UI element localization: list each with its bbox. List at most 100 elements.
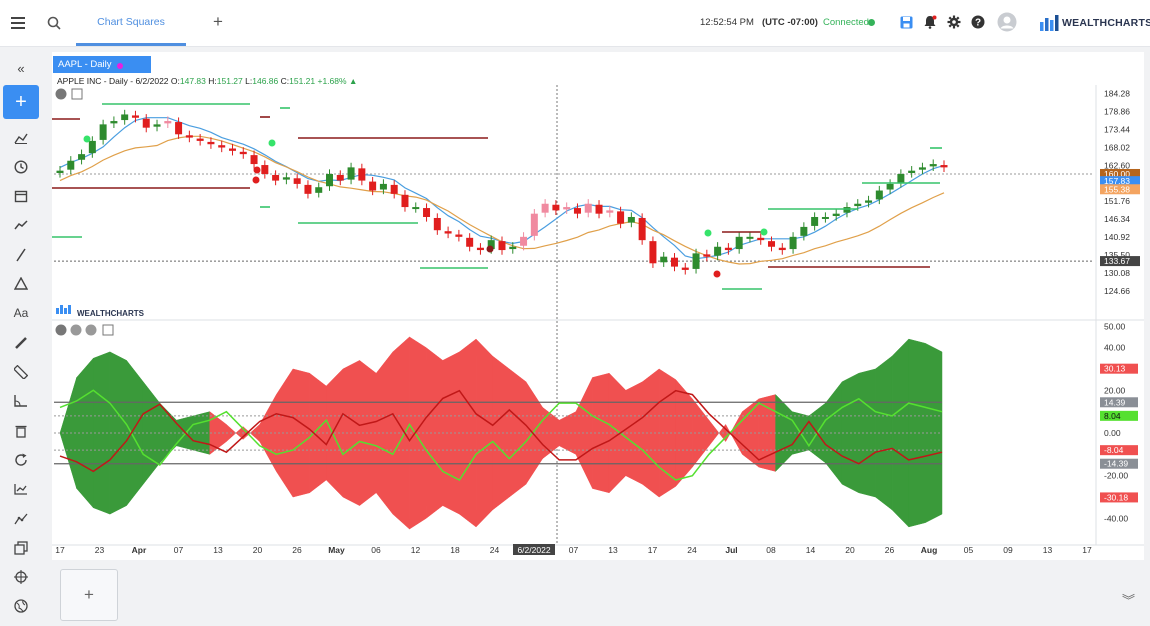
- candle-body: [293, 178, 301, 184]
- candle-body: [638, 217, 646, 241]
- osc-tick-label: -8.04: [1104, 445, 1124, 455]
- oscillator-envelope-segment: [925, 342, 943, 524]
- x-tick-label: 07: [174, 545, 184, 555]
- top-bar: Chart Squares + 12:52:54 PM (UTC -07:00)…: [0, 0, 1150, 47]
- candle-body: [379, 183, 387, 190]
- candle-body: [897, 173, 905, 183]
- calendar-icon[interactable]: [6, 184, 36, 208]
- x-tick-label: 13: [608, 545, 618, 555]
- candle-body: [412, 207, 420, 210]
- panel2-logo-icon: [64, 308, 67, 314]
- candle-body: [88, 140, 96, 154]
- x-tick-label: May: [328, 545, 345, 555]
- chevron-down-icon[interactable]: ︾: [1122, 593, 1136, 608]
- price-tick-label: 140.92: [1104, 232, 1130, 242]
- chart-area[interactable]: WEALTHCHARTS 184.28 178.86 173.44 168.02 162.…: [52, 52, 1144, 560]
- legend-close: 151.21: [289, 76, 316, 86]
- line-tool-icon[interactable]: [6, 243, 36, 267]
- add-symbol-button[interactable]: +: [3, 85, 39, 119]
- candle-body: [670, 257, 678, 267]
- candle-body: [552, 204, 560, 211]
- osc-label-box: [1100, 397, 1138, 408]
- legend-date: 6/2/2022: [135, 76, 169, 86]
- hide-panel-icon: [55, 324, 67, 336]
- collapse-icon[interactable]: «: [17, 60, 25, 76]
- help-icon[interactable]: ?: [969, 13, 987, 31]
- x-tick-label: 20: [845, 545, 855, 555]
- osc-label-box: [1100, 445, 1138, 456]
- panel2-logo-text: WEALTHCHARTS: [77, 309, 145, 318]
- crosshair-date-box: [513, 544, 555, 555]
- candle-body: [164, 121, 172, 124]
- text-tool-icon[interactable]: Aa: [13, 306, 29, 320]
- candle-body: [455, 234, 463, 237]
- candle-body: [99, 124, 107, 140]
- candle-body: [347, 167, 355, 180]
- add-tab-button[interactable]: +: [213, 12, 223, 31]
- symbol-color-dot-icon: [117, 63, 123, 69]
- price-tick-label: 184.28: [1104, 89, 1130, 99]
- tab-chart-squares[interactable]: Chart Squares: [76, 0, 186, 46]
- ruler-icon[interactable]: [6, 360, 36, 384]
- signal-dot: [83, 135, 91, 143]
- price-label-box: [1100, 184, 1140, 195]
- path-icon[interactable]: [6, 507, 36, 531]
- refresh-icon[interactable]: [6, 448, 36, 472]
- legend-interval: Daily: [108, 76, 128, 86]
- osc-tick-label: 14.39: [1104, 397, 1126, 407]
- user-avatar-icon[interactable]: [996, 11, 1018, 33]
- layers-icon[interactable]: [6, 536, 36, 560]
- legend-change: +1.68%: [317, 76, 347, 86]
- price-label-box: [1100, 168, 1140, 179]
- price-tick-label: 178.86: [1104, 107, 1130, 117]
- candle-body: [649, 241, 657, 264]
- panel-down-icon: [70, 324, 82, 336]
- crosshair-icon[interactable]: [6, 565, 36, 589]
- trend-icon[interactable]: [6, 213, 36, 237]
- candle-body: [627, 216, 635, 223]
- angle-icon[interactable]: [6, 389, 36, 413]
- candle-body: [595, 204, 603, 214]
- search-icon[interactable]: [44, 13, 64, 33]
- chart-canvas[interactable]: WEALTHCHARTS 184.28 178.86 173.44 168.02 162.…: [52, 52, 1144, 560]
- candle-body: [272, 174, 280, 181]
- price-legend: APPLE INC - Daily - 6/2/2022 O:147.83 H:…: [57, 76, 358, 86]
- x-tick-label: 24: [687, 545, 697, 555]
- trash-icon[interactable]: [6, 419, 36, 443]
- brand-name: WEALTHCHARTS: [1062, 17, 1150, 29]
- candle-body: [789, 236, 797, 250]
- menu-icon[interactable]: [8, 13, 28, 33]
- candle-body: [800, 226, 808, 236]
- connection-status: Connected: [823, 17, 869, 28]
- candle-body: [692, 253, 700, 269]
- x-tick-label: 12: [411, 545, 421, 555]
- x-tick-label: 23: [95, 545, 105, 555]
- chart-icon[interactable]: [6, 477, 36, 501]
- clock-icon[interactable]: [6, 155, 36, 179]
- candle-body: [865, 200, 873, 203]
- candle-body: [811, 216, 819, 226]
- signal-dot: [704, 229, 712, 237]
- pencil-icon[interactable]: [6, 331, 36, 355]
- x-tick-label: 06: [371, 545, 381, 555]
- osc-tick-label: 50.00: [1104, 321, 1126, 331]
- x-tick-label: 17: [1082, 545, 1092, 555]
- signal-dot: [252, 176, 260, 184]
- indicators-icon[interactable]: [6, 126, 36, 150]
- candle-body: [509, 246, 517, 250]
- shapes-icon[interactable]: [6, 272, 36, 296]
- osc-tick-label: 8.04: [1104, 411, 1121, 421]
- candle-body: [757, 237, 765, 241]
- globe-icon[interactable]: [6, 594, 36, 618]
- alert-bell-icon[interactable]: [921, 13, 939, 31]
- oscillator-green-line: [59, 389, 943, 481]
- symbol-tab[interactable]: AAPL - Daily: [53, 56, 151, 73]
- osc-label-box: [1100, 458, 1138, 469]
- gear-icon[interactable]: [945, 13, 963, 31]
- save-icon[interactable]: [897, 13, 915, 31]
- candle-body: [886, 183, 894, 190]
- candle-body: [908, 170, 916, 173]
- add-panel-button[interactable]: +: [60, 569, 118, 621]
- x-tick-label: Jul: [725, 545, 737, 555]
- candle-body: [423, 208, 431, 217]
